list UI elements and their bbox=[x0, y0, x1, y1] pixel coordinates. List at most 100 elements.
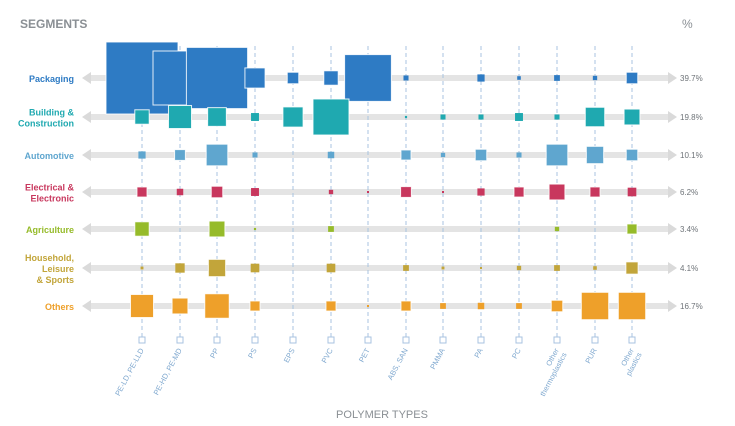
segment-label-line: Electronic bbox=[30, 194, 74, 204]
column-marker bbox=[138, 336, 146, 344]
bubble bbox=[326, 263, 336, 273]
bubble bbox=[207, 107, 227, 127]
segment-label-line: Electrical & bbox=[25, 183, 75, 193]
polymer-label-text: PE-HD, PE-MD bbox=[152, 346, 184, 396]
bubble bbox=[134, 221, 150, 237]
bubble bbox=[185, 46, 249, 110]
bubble bbox=[478, 114, 484, 120]
row-arrow-left bbox=[82, 186, 91, 198]
polymer-label-line: ABS, SAN bbox=[386, 347, 410, 382]
segment-label-line: Household, bbox=[25, 253, 74, 263]
bubble bbox=[474, 148, 488, 162]
row-track bbox=[88, 226, 672, 232]
segment-label-line: Agriculture bbox=[26, 225, 74, 235]
bubble bbox=[617, 291, 647, 321]
segment-share: 39.7% bbox=[680, 74, 703, 83]
bubble bbox=[442, 191, 444, 193]
column-marker bbox=[251, 336, 259, 344]
bubble bbox=[515, 113, 523, 121]
row-arrow-right bbox=[668, 149, 677, 161]
bubble bbox=[312, 98, 350, 136]
row-arrow-left bbox=[82, 300, 91, 312]
polymer-label-line: EPS bbox=[282, 347, 297, 364]
row-arrow-left bbox=[82, 149, 91, 161]
bubble bbox=[134, 109, 150, 125]
polymer-label: EPS bbox=[282, 347, 297, 364]
segment-share: 3.4% bbox=[680, 225, 698, 234]
bubble bbox=[516, 265, 522, 271]
column-marker bbox=[364, 336, 372, 344]
bubble bbox=[251, 113, 259, 121]
bubble bbox=[367, 305, 369, 307]
bubble bbox=[244, 67, 266, 89]
bubble bbox=[136, 186, 148, 198]
bubbles bbox=[105, 41, 647, 321]
column-marker bbox=[439, 336, 447, 344]
segment-label-line: Construction bbox=[18, 119, 74, 129]
percent-heading: % bbox=[682, 17, 693, 31]
bubble bbox=[400, 300, 412, 312]
bubble bbox=[328, 189, 334, 195]
polymer-label-text: PS bbox=[246, 347, 259, 360]
bubble bbox=[129, 293, 155, 319]
polymer-label: PA bbox=[472, 347, 484, 360]
column-marker bbox=[515, 336, 523, 344]
bubble bbox=[593, 266, 597, 270]
bubble bbox=[282, 106, 304, 128]
segment-label: Automotive bbox=[25, 151, 75, 161]
segment-label-line: Packaging bbox=[29, 74, 74, 84]
bubble bbox=[171, 297, 189, 315]
bubble bbox=[251, 188, 259, 196]
bubble bbox=[554, 226, 560, 232]
polymer-label: PMMA bbox=[428, 347, 447, 371]
bubble bbox=[592, 75, 598, 81]
row-track bbox=[88, 114, 672, 120]
polymer-label-text: Otherthermoplastics bbox=[530, 346, 569, 398]
bubble bbox=[550, 299, 564, 313]
polymer-label-text: PC bbox=[510, 346, 523, 360]
polymer-label: PET bbox=[357, 346, 372, 363]
bubble bbox=[403, 265, 409, 271]
polymer-label-text: PE-LD, PE-LLD bbox=[113, 346, 146, 397]
polymer-label-line: PE-LD, PE-LLD bbox=[113, 346, 146, 397]
bubble bbox=[480, 267, 482, 269]
bubble bbox=[204, 293, 230, 319]
bubble bbox=[140, 266, 144, 270]
segment-share: 10.1% bbox=[680, 151, 703, 160]
polymer-label: PS bbox=[246, 347, 259, 360]
segment-label-line: Automotive bbox=[25, 151, 75, 161]
column-marker bbox=[477, 336, 485, 344]
bubble bbox=[400, 149, 412, 161]
bubble bbox=[517, 76, 521, 80]
row-track bbox=[88, 265, 672, 271]
bubble bbox=[403, 75, 409, 81]
segment-label-line: Building & bbox=[29, 108, 74, 118]
bubble bbox=[477, 74, 485, 82]
bubble bbox=[404, 115, 408, 119]
polymer-label-text: EPS bbox=[282, 347, 297, 364]
bubble bbox=[325, 300, 337, 312]
bubble bbox=[176, 188, 184, 196]
segment-label: Household, Leisure & Sports bbox=[25, 253, 74, 285]
bubble bbox=[205, 143, 229, 167]
bubble bbox=[626, 223, 638, 235]
column-marker bbox=[176, 336, 184, 344]
row-arrow-right bbox=[668, 300, 677, 312]
segment-label-line: & Sports bbox=[36, 275, 74, 285]
bubble bbox=[210, 185, 224, 199]
bubble bbox=[323, 70, 339, 86]
bubble bbox=[344, 54, 392, 102]
bubble bbox=[253, 227, 257, 231]
row-arrow-left bbox=[82, 223, 91, 235]
bubble bbox=[625, 148, 639, 162]
polymer-label: PC bbox=[510, 346, 523, 360]
segment-label-line: Leisure bbox=[42, 264, 74, 274]
row-track bbox=[88, 303, 672, 309]
polymer-label-line: PMMA bbox=[428, 347, 447, 371]
polymer-label-line: PA bbox=[472, 347, 484, 360]
segments-heading: SEGMENTS bbox=[20, 17, 87, 31]
bubble bbox=[440, 114, 446, 120]
bubble bbox=[400, 186, 412, 198]
bubble bbox=[327, 151, 335, 159]
bubble bbox=[516, 303, 522, 309]
